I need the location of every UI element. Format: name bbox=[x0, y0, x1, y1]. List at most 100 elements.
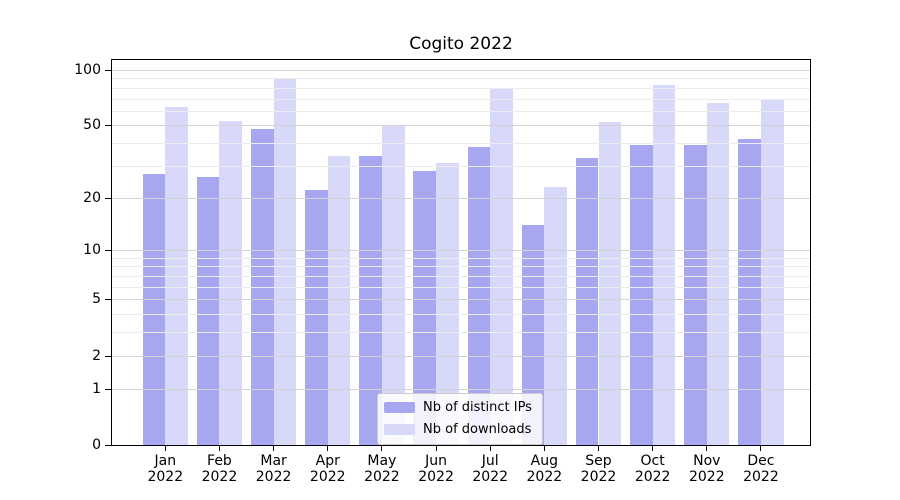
x-tick-year: 2022 bbox=[526, 469, 563, 485]
legend-label-downloads: Nb of downloads bbox=[423, 422, 532, 437]
bar-downloads-feb bbox=[219, 120, 243, 445]
x-tick-year: 2022 bbox=[147, 469, 184, 485]
minor-gridline bbox=[112, 98, 810, 100]
bar-ips-oct bbox=[630, 145, 653, 445]
major-gridline bbox=[112, 125, 810, 127]
major-gridline bbox=[112, 197, 810, 199]
y-tick-label: 10 bbox=[83, 242, 101, 259]
bar-ips-jan bbox=[142, 174, 166, 445]
downloads-swatch-icon bbox=[384, 424, 415, 435]
x-tick-year: 2022 bbox=[418, 469, 454, 485]
x-tick-label: Aug 2022 bbox=[514, 453, 574, 485]
bar-downloads-mar bbox=[273, 78, 297, 445]
bar-downloads-may bbox=[381, 125, 405, 445]
y-tick-label: 20 bbox=[83, 189, 101, 206]
bar-ips-dec bbox=[738, 139, 761, 445]
bar-ips-may bbox=[359, 156, 382, 445]
y-tick-label: 1 bbox=[92, 380, 101, 397]
minor-gridline bbox=[112, 314, 810, 316]
minor-gridline bbox=[112, 286, 810, 288]
y-tick-mark bbox=[105, 125, 111, 127]
x-tick-mark bbox=[381, 446, 383, 451]
x-tick-mark bbox=[327, 446, 329, 451]
minor-gridline bbox=[112, 266, 810, 268]
legend-item-distinct-ips: Nb of distinct IPs bbox=[384, 400, 532, 415]
x-tick-month: Aug bbox=[530, 453, 559, 469]
x-tick-month: Jan bbox=[154, 453, 177, 469]
major-gridline bbox=[112, 355, 810, 357]
distinct-ips-swatch-icon bbox=[384, 402, 415, 413]
minor-gridline bbox=[112, 165, 810, 167]
x-tick-month: Oct bbox=[640, 453, 665, 469]
x-tick-label: May 2022 bbox=[352, 453, 412, 485]
x-tick-label: Oct 2022 bbox=[623, 453, 683, 485]
y-tick-mark bbox=[105, 388, 111, 390]
x-tick-year: 2022 bbox=[364, 469, 400, 485]
major-gridline bbox=[112, 250, 810, 252]
x-tick-mark bbox=[218, 446, 220, 451]
bar-downloads-aug bbox=[544, 186, 567, 445]
x-tick-label: Dec 2022 bbox=[731, 453, 791, 485]
x-tick-mark bbox=[760, 446, 762, 451]
bar-ips-jun bbox=[413, 171, 437, 445]
y-tick-label: 2 bbox=[92, 347, 101, 364]
bar-ips-nov bbox=[684, 145, 707, 445]
bar-ips-sep bbox=[575, 158, 599, 445]
x-tick-mark bbox=[543, 446, 545, 451]
x-tick-month: Feb bbox=[207, 453, 232, 469]
legend-label-distinct-ips: Nb of distinct IPs bbox=[423, 400, 532, 415]
bar-downloads-nov bbox=[706, 103, 730, 445]
x-tick-label: Mar 2022 bbox=[244, 453, 304, 485]
minor-gridline bbox=[112, 276, 810, 278]
minor-gridline bbox=[112, 143, 810, 145]
x-tick-label: Nov 2022 bbox=[677, 453, 737, 485]
x-tick-mark bbox=[652, 446, 654, 451]
x-tick-month: May bbox=[367, 453, 397, 469]
plot-area bbox=[111, 59, 811, 446]
legend: Nb of distinct IPs Nb of downloads bbox=[377, 393, 543, 445]
bar-downloads-dec bbox=[760, 98, 784, 445]
y-tick-mark bbox=[105, 69, 111, 71]
y-tick-mark bbox=[105, 355, 111, 357]
x-tick-month: Jul bbox=[481, 453, 499, 469]
x-tick-mark bbox=[489, 446, 491, 451]
x-tick-mark bbox=[706, 446, 708, 451]
x-tick-mark bbox=[598, 446, 599, 451]
legend-item-downloads: Nb of downloads bbox=[384, 422, 532, 437]
x-tick-mark bbox=[435, 446, 437, 451]
x-tick-year: 2022 bbox=[688, 469, 725, 485]
minor-gridline bbox=[112, 332, 810, 334]
y-tick-mark bbox=[105, 299, 111, 301]
major-gridline bbox=[112, 69, 810, 71]
x-tick-year: 2022 bbox=[201, 469, 238, 485]
x-tick-label: Feb 2022 bbox=[189, 453, 249, 485]
x-tick-mark bbox=[273, 446, 275, 451]
x-tick-month: Apr bbox=[315, 453, 340, 469]
x-tick-year: 2022 bbox=[580, 469, 617, 485]
bar-downloads-sep bbox=[598, 122, 622, 445]
y-tick-label: 0 bbox=[92, 437, 101, 453]
x-tick-month: Dec bbox=[747, 453, 775, 469]
x-tick-year: 2022 bbox=[309, 469, 346, 485]
minor-gridline bbox=[112, 87, 810, 89]
x-tick-label: Jun 2022 bbox=[406, 453, 466, 485]
bar-ips-mar bbox=[250, 128, 274, 445]
bar-ips-feb bbox=[196, 177, 220, 445]
bar-downloads-apr bbox=[327, 156, 351, 445]
x-tick-month: Jun bbox=[425, 453, 447, 469]
x-tick-label: Jul 2022 bbox=[460, 453, 520, 485]
bar-ips-apr bbox=[305, 190, 328, 445]
major-gridline bbox=[112, 299, 810, 301]
bar-ips-aug bbox=[521, 224, 545, 445]
y-tick-mark bbox=[105, 250, 111, 252]
x-tick-label: Jan 2022 bbox=[135, 453, 195, 485]
x-tick-year: 2022 bbox=[255, 469, 292, 485]
minor-gridline bbox=[112, 257, 810, 259]
x-tick-year: 2022 bbox=[472, 469, 508, 485]
chart-title: Cogito 2022 bbox=[409, 34, 513, 54]
y-tick-mark bbox=[105, 197, 111, 199]
bar-downloads-jun bbox=[436, 163, 459, 445]
bar-downloads-oct bbox=[652, 84, 676, 445]
y-tick-label: 5 bbox=[92, 291, 101, 308]
